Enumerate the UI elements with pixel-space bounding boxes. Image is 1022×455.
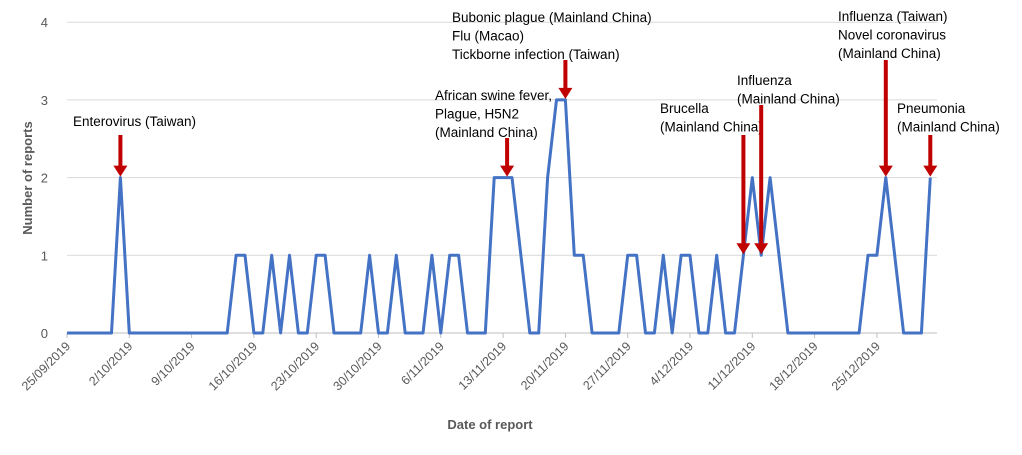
x-tick-label: 23/10/2019 bbox=[268, 339, 322, 393]
y-tick-label: 1 bbox=[41, 248, 48, 263]
annotation: Bubonic plague (Mainland China) Flu (Maca… bbox=[452, 10, 652, 99]
annotation-text: Enterovirus (Taiwan) bbox=[73, 114, 196, 129]
annotation-text: African swine fever, bbox=[435, 88, 552, 103]
annotation-text: Bubonic plague (Mainland China) bbox=[452, 10, 652, 25]
annotation-text: Plague, H5N2 bbox=[435, 107, 519, 122]
series-line bbox=[67, 98, 932, 335]
x-tick-label: 25/09/2019 bbox=[19, 339, 73, 393]
x-tick-label: 30/10/2019 bbox=[330, 339, 384, 393]
x-tick-labels: 25/09/2019 2/10/2019 9/10/2019 16/10/2019 23… bbox=[19, 339, 883, 393]
x-axis-title: Date of report bbox=[447, 417, 533, 432]
x-tick-label: 11/12/2019 bbox=[705, 339, 759, 393]
arrow-down-icon bbox=[878, 165, 893, 177]
x-tick-label: 27/11/2019 bbox=[580, 339, 634, 393]
annotation-text: (Mainland China) bbox=[737, 92, 840, 107]
annotation: Brucella (Mainland China) bbox=[660, 101, 763, 255]
annotation: Influenza (Taiwan) Novel coronavirus (Main… bbox=[838, 9, 948, 177]
arrow-shaft bbox=[563, 60, 568, 89]
arrow-down-icon bbox=[923, 165, 938, 177]
annotation: Pneumonia (Mainland China) bbox=[897, 101, 1000, 177]
x-tick-label: 6/11/2019 bbox=[398, 339, 447, 388]
x-tick-label: 9/10/2019 bbox=[149, 339, 198, 388]
annotation-text: Tickborne infection (Taiwan) bbox=[452, 47, 620, 62]
annotation-text: Influenza bbox=[737, 73, 792, 88]
gridlines bbox=[66, 21, 937, 338]
x-tick-label: 20/11/2019 bbox=[518, 339, 572, 393]
annotation-text: (Mainland China) bbox=[838, 46, 941, 61]
y-tick-label: 4 bbox=[41, 15, 48, 30]
annotation-text: Brucella bbox=[660, 101, 709, 116]
arrow-shaft bbox=[741, 135, 746, 245]
annotation-text: Flu (Macao) bbox=[452, 29, 524, 44]
arrow-shaft bbox=[118, 135, 123, 167]
arrow-shaft bbox=[759, 105, 764, 245]
annotation: Enterovirus (Taiwan) bbox=[73, 114, 196, 177]
arrow-down-icon bbox=[113, 165, 128, 177]
annotation-text: Novel coronavirus bbox=[838, 28, 946, 43]
y-tick-label: 0 bbox=[41, 326, 48, 341]
arrow-shaft bbox=[928, 135, 933, 167]
arrow-down-icon bbox=[754, 243, 769, 255]
x-tick-label: 18/12/2019 bbox=[767, 339, 821, 393]
x-tick-label: 4/12/2019 bbox=[647, 339, 696, 388]
arrow-shaft bbox=[883, 60, 888, 167]
arrow-shaft bbox=[505, 138, 510, 167]
annotation-text: (Mainland China) bbox=[897, 120, 1000, 135]
annotation: African swine fever, Plague, H5N2 (Mainlan… bbox=[435, 88, 552, 177]
x-tick-label: 16/10/2019 bbox=[206, 339, 260, 393]
arrow-down-icon bbox=[500, 165, 515, 177]
y-tick-label: 2 bbox=[41, 171, 48, 186]
annotation-text: (Mainland China) bbox=[660, 120, 763, 135]
annotation-text: Pneumonia bbox=[897, 101, 966, 116]
x-tick-label: 2/10/2019 bbox=[86, 339, 135, 388]
y-axis-title: Number of reports bbox=[20, 121, 35, 234]
annotations: Enterovirus (Taiwan) African swine fever,… bbox=[73, 9, 1000, 255]
x-tick-label: 25/12/2019 bbox=[829, 339, 883, 393]
y-tick-labels: 0 1 2 3 4 bbox=[41, 15, 48, 341]
arrow-down-icon bbox=[736, 243, 751, 255]
arrow-down-icon bbox=[558, 87, 573, 99]
annotation: Influenza (Mainland China) bbox=[737, 73, 840, 255]
annotation-text: Influenza (Taiwan) bbox=[838, 9, 948, 24]
x-tick-label: 13/11/2019 bbox=[456, 339, 510, 393]
y-tick-label: 3 bbox=[41, 93, 48, 108]
annotation-text: (Mainland China) bbox=[435, 125, 538, 140]
